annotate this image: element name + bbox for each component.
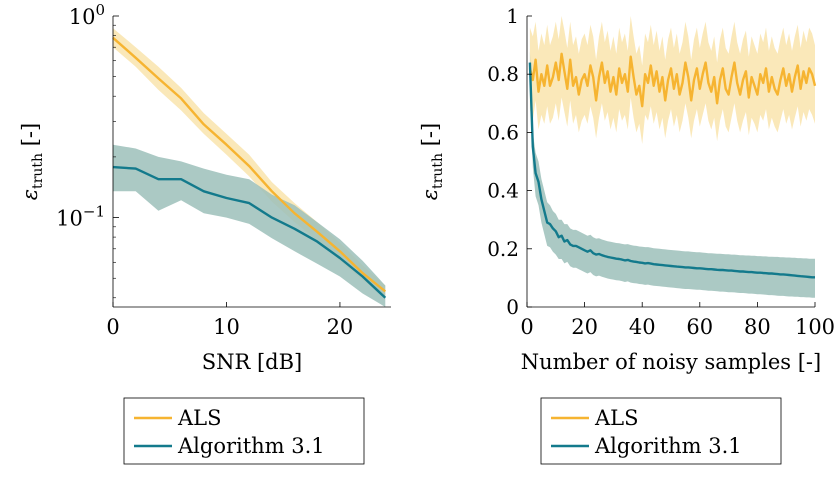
- legend-label-als: ALS: [594, 406, 639, 430]
- y-tick-label: 0.2: [487, 237, 519, 261]
- series-line-algorithm: [528, 62, 815, 279]
- y-axis-label: εtruth [-]: [418, 123, 446, 200]
- legend-label-algorithm: Algorithm 3.1: [594, 434, 742, 458]
- chart-panel-1: 0 10 20 100 10−1 SNR [dB] εtruth [-] ALS Algorit…: [18, 1, 391, 465]
- x-axis-label: SNR [dB]: [202, 350, 303, 374]
- x-tick-label: 20: [327, 315, 354, 339]
- x-tick-label: 0: [520, 315, 533, 339]
- legend: ALS Algorithm 3.1: [540, 397, 782, 465]
- x-tick-label: 80: [744, 315, 771, 339]
- legend-box: [123, 397, 365, 465]
- y-tick-label: 100: [69, 1, 105, 29]
- confidence-band-algorithm: [113, 144, 386, 307]
- legend-box: [540, 397, 782, 465]
- x-tick-label: 10: [213, 315, 240, 339]
- chart-panel-2: 0 20 40 60 80 100 0 0.2 0.4 0.6 0.8 1 Number of nois…: [418, 4, 835, 465]
- series-line-als: [112, 36, 387, 293]
- x-tick-label: 100: [795, 315, 835, 339]
- series-line-als: [528, 52, 817, 108]
- x-tick-label: 60: [686, 315, 713, 339]
- x-tick-label: 0: [106, 315, 119, 339]
- x-axis-label: Number of noisy samples [-]: [521, 350, 821, 374]
- y-tick-label: 0.4: [487, 179, 519, 203]
- y-tick-label: 0: [506, 295, 519, 319]
- y-tick-label: 0.6: [487, 120, 519, 144]
- legend: ALS Algorithm 3.1: [123, 397, 365, 465]
- y-tick-label: 0.8: [487, 62, 519, 86]
- y-axis-label: εtruth [-]: [18, 123, 46, 200]
- x-tick-label: 20: [571, 315, 598, 339]
- y-tick-label: 10−1: [56, 203, 105, 231]
- legend-label-als: ALS: [177, 406, 222, 430]
- confidence-band-algorithm: [529, 50, 815, 298]
- x-tick-label: 40: [629, 315, 656, 339]
- legend-label-algorithm: Algorithm 3.1: [177, 434, 325, 458]
- y-tick-label: 1: [506, 4, 519, 28]
- series-line-algorithm: [112, 165, 387, 299]
